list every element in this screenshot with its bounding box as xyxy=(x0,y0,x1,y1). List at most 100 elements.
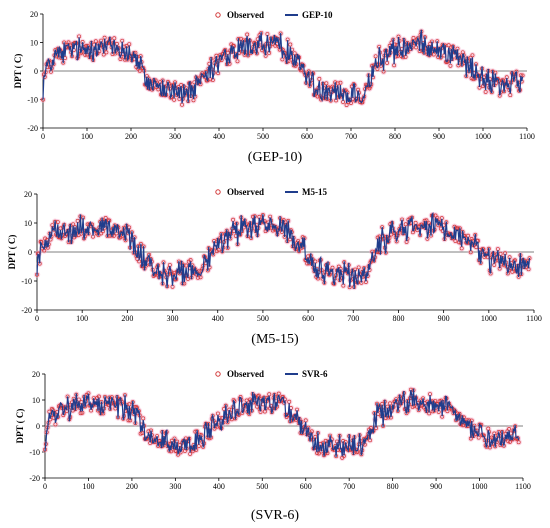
observed-halo xyxy=(153,432,161,440)
observed-halo xyxy=(156,78,164,86)
observed-halo xyxy=(383,59,391,67)
observed-point xyxy=(448,63,453,68)
observed-halo xyxy=(369,248,376,255)
series-predicted-line xyxy=(42,29,524,104)
observed-point xyxy=(403,222,408,227)
observed-point xyxy=(516,440,521,445)
y-tick-label: -20 xyxy=(29,474,40,483)
observed-halo xyxy=(475,434,482,441)
observed-halo xyxy=(366,436,374,444)
observed-point xyxy=(335,81,340,86)
observed-halo xyxy=(340,282,347,289)
observed-point xyxy=(127,402,132,407)
x-tick-label: 100 xyxy=(76,314,88,323)
observed-halo xyxy=(455,62,462,69)
legend-observed-marker xyxy=(215,12,221,18)
y-axis-label: DPT ( C) xyxy=(7,235,17,270)
observed-halo xyxy=(286,398,293,405)
x-tick-label: 0 xyxy=(35,314,39,323)
x-tick-label: 300 xyxy=(169,482,181,491)
y-tick-label: -20 xyxy=(21,306,32,315)
observed-point xyxy=(138,431,143,436)
observed-halo xyxy=(354,448,362,455)
observed-halo xyxy=(458,245,465,252)
observed-halo xyxy=(445,42,452,49)
observed-point xyxy=(324,81,329,86)
observed-point xyxy=(315,94,320,99)
observed-halo xyxy=(85,390,92,397)
observed-halo xyxy=(47,68,55,75)
legend-observed-marker xyxy=(215,371,221,377)
observed-point xyxy=(373,54,378,59)
observed-halo xyxy=(176,95,183,103)
observed-halo xyxy=(75,33,83,40)
observed-halo xyxy=(355,264,362,271)
chart-panel-svr: -20 -10 0 10 20 0 100 200 300 400 500 600 700 800 900 1… xyxy=(0,362,550,528)
x-tick-label: 900 xyxy=(438,314,450,323)
observed-halo xyxy=(117,55,124,63)
legend-model-label: SVR-6 xyxy=(302,369,328,379)
observed-halo xyxy=(447,62,454,69)
observed-halo xyxy=(308,428,316,435)
observed-halo xyxy=(39,96,47,103)
legend-observed-label: Observed xyxy=(227,187,264,197)
observed-halo xyxy=(60,411,67,419)
observed-halo xyxy=(284,36,291,43)
legend-model-label: M5-15 xyxy=(302,187,327,197)
observed-halo xyxy=(525,265,532,273)
chart-panel-m5: -20 -10 0 10 20 0 100 200 300 400 500 600 700 800 900 1… xyxy=(0,182,550,352)
legend-observed-marker xyxy=(215,189,221,195)
x-tick-label: 300 xyxy=(167,314,179,323)
observed-halo xyxy=(339,437,347,445)
observed-halo xyxy=(169,283,176,290)
observed-halo xyxy=(103,49,110,56)
x-tick-label: 0 xyxy=(43,482,47,491)
y-axis-label: DPT ( C) xyxy=(15,409,25,444)
observed-halo xyxy=(398,216,406,223)
y-tick-label: 10 xyxy=(24,219,32,228)
x-tick-label: 500 xyxy=(256,482,268,491)
observed-halo xyxy=(79,38,86,46)
observed-halo xyxy=(409,228,417,236)
legend: Observed SVR-6 xyxy=(215,369,328,379)
y-tick-label: -20 xyxy=(27,124,38,133)
legend: Observed GEP-10 xyxy=(215,10,333,20)
caption-svr: (SVR-6) xyxy=(250,508,300,523)
x-tick-label: 200 xyxy=(126,482,138,491)
y-tick-label: -10 xyxy=(27,96,38,105)
x-tick-label: 200 xyxy=(121,314,133,323)
observed-halo xyxy=(390,62,398,69)
observed-halo xyxy=(178,101,186,108)
observed-halo xyxy=(435,408,442,416)
x-tick-label: 500 xyxy=(257,132,269,141)
x-tick-label: 100 xyxy=(81,132,93,141)
observed-halo xyxy=(89,233,97,240)
observed-point xyxy=(184,263,189,268)
observed-halo xyxy=(494,245,502,253)
observed-halo xyxy=(126,40,133,48)
observed-halo xyxy=(100,51,107,58)
observed-point xyxy=(470,53,475,58)
observed-halo xyxy=(294,237,302,245)
observed-point xyxy=(316,451,321,456)
observed-halo xyxy=(279,56,286,63)
observed-halo xyxy=(97,230,105,237)
observed-halo xyxy=(412,219,419,227)
observed-halo xyxy=(491,261,498,269)
observed-point xyxy=(288,42,293,47)
observed-halo xyxy=(452,237,459,245)
observed-halo xyxy=(402,220,409,228)
observed-halo xyxy=(262,52,269,59)
y-tick-label: 0 xyxy=(28,248,32,257)
observed-halo xyxy=(424,235,431,242)
observed-halo xyxy=(213,52,220,59)
observed-point xyxy=(364,435,369,440)
x-tick-label: 300 xyxy=(169,132,181,141)
observed-halo xyxy=(316,75,323,83)
chart-panel-gep: -20 -10 0 10 20 0 100 200 300 400 500 600 700 800 900 1… xyxy=(0,0,550,170)
observed-halo xyxy=(358,279,365,286)
observed-halo xyxy=(254,393,262,400)
observed-halo xyxy=(69,221,77,228)
observed-halo xyxy=(234,58,241,65)
observed-point xyxy=(364,83,369,88)
